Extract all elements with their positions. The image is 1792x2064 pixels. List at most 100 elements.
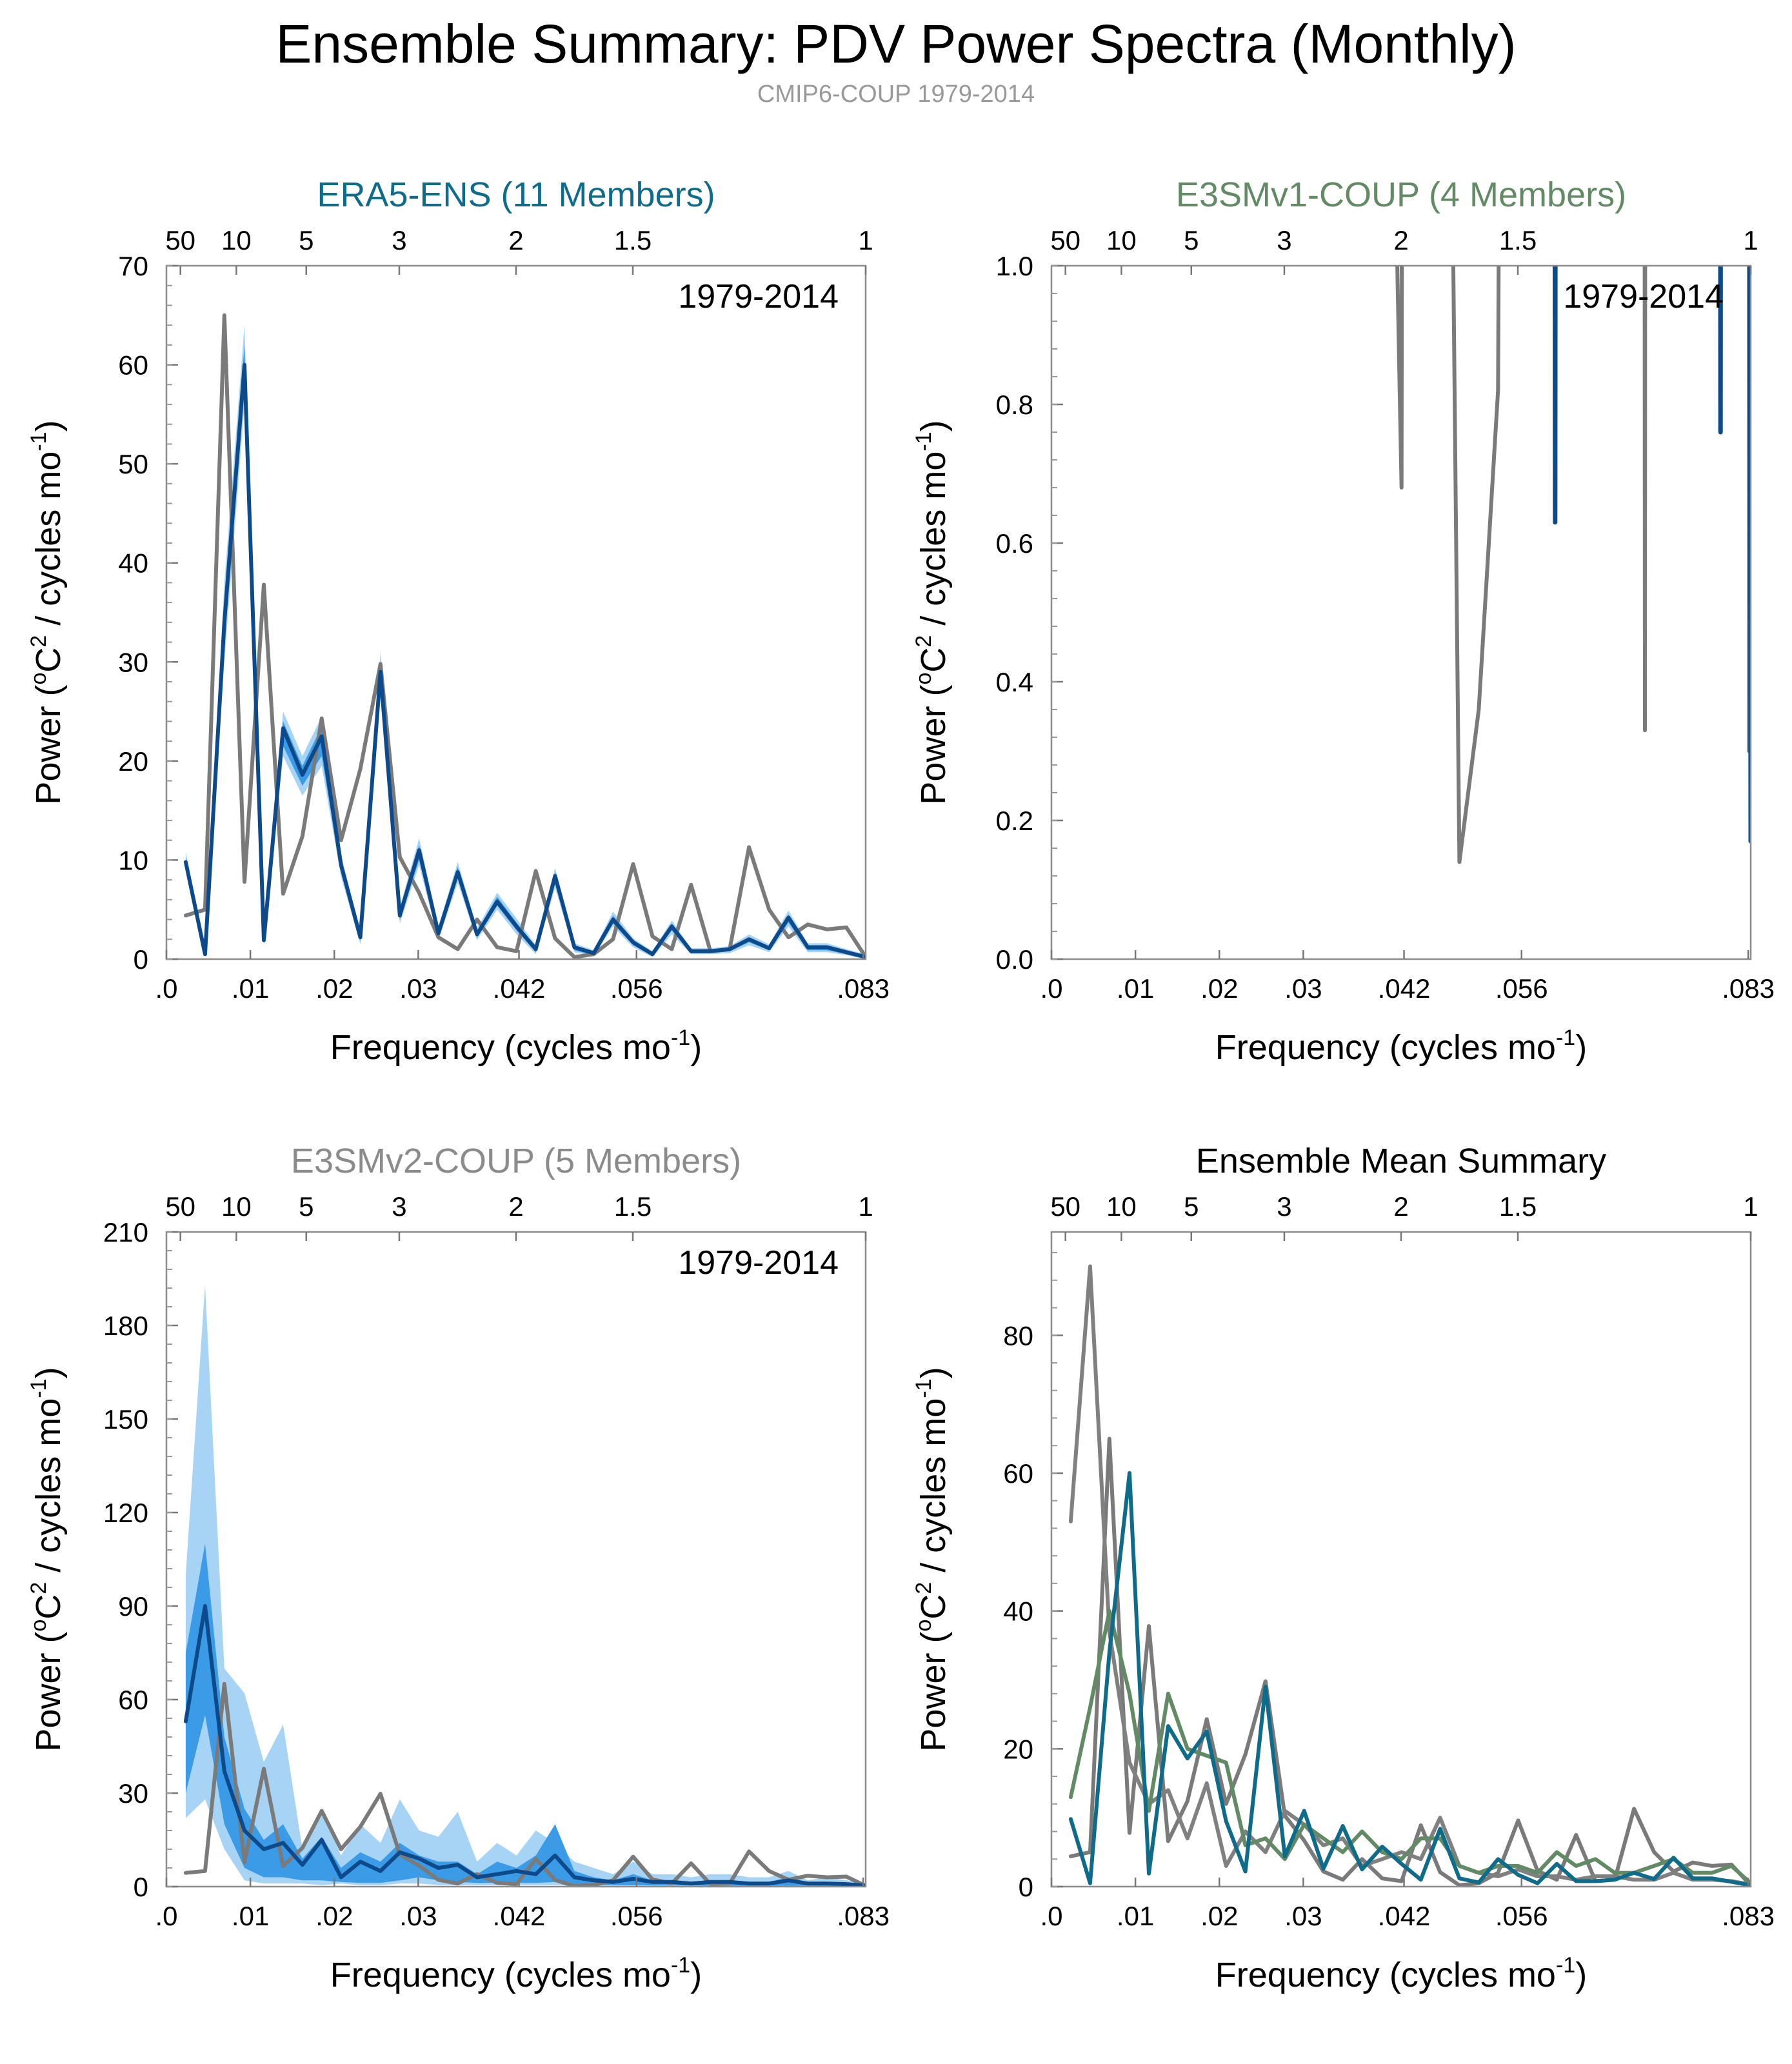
x-tick-label: .083 [837,973,890,1004]
panel-v1: 0.0 0.2 0.4 0.6 0.8 1.0 .0 .01 .02 .03 .042 .056 .08… [911,175,1775,1067]
top-tick-label: 5 [1184,225,1199,255]
x-tick-label: .0 [1040,973,1062,1004]
top-tick-label: 5 [299,1191,314,1222]
top-tick-label: 2 [508,225,523,255]
spread-band-outer [185,325,866,959]
panel-title: E3SMv1-COUP (4 Members) [1176,175,1626,214]
x-tick-label: .042 [493,1901,546,1931]
y-axis-label-part: C [29,1594,68,1620]
series-line-era5-ens [1068,1471,1751,1887]
panels: 010203040506070.0.01.02.03.042.056.08350… [26,175,1775,1994]
top-tick-label: 10 [1106,225,1137,255]
top-tick-label: 5 [299,225,314,255]
y-axis-label: Power (oC2 / cycles mo-1) [911,420,953,804]
y-axis-label-part: C [29,648,68,673]
y-tick-label: 0 [134,1872,148,1902]
y-tick-label: 90 [118,1591,148,1622]
top-tick-label: 2 [508,1191,523,1222]
x-tick-label: .01 [232,973,269,1004]
x-axis-label: Frequency (cycles mo-1) [330,1026,702,1067]
series-line-gray-obs [1068,1436,1751,1887]
y-axis-label-part: Power ( [914,1632,953,1752]
x-axis-label-sup: -1 [671,1953,690,1978]
x-tick-label: .03 [1284,1901,1322,1931]
x-tick-label: .02 [315,1901,353,1931]
y-tick-label: 60 [1003,1458,1033,1489]
panel-mean: 0 20 40 60 80 .0 .01 .02 .03 .042 .056 .083 50 10 5 3 2 1… [911,1142,1775,1994]
top-tick-label: 1 [1743,1191,1758,1222]
y-tick-label: 70 [118,251,148,281]
y-tick-label: 210 [103,1217,148,1247]
x-axis-label-sup: -1 [671,1026,690,1050]
x-tick-label: .0 [155,1901,177,1931]
y-tick-label: 0.4 [996,667,1033,697]
y-axis-label-part: -1 [911,432,936,451]
x-tick-label: .083 [1722,1901,1775,1931]
x-tick-label: .056 [610,1901,663,1931]
x-axis-label-end: ) [1575,1956,1587,1994]
y-tick-label: 10 [118,845,148,875]
top-tick-label: 1 [858,1191,873,1222]
y-axis-label-part: Power ( [29,685,68,805]
y-axis-label-part: o [26,673,51,685]
x-axis-label-end: ) [1575,1028,1587,1067]
plot-area [183,1285,866,1887]
panel-v2: 0306090120150180210.0.01.02.03.042.056.0… [26,1142,890,1994]
y-axis-label-part: / cycles mo [29,1398,68,1582]
top-tick-label: 50 [1050,225,1080,255]
x-axis-label-sup: -1 [1556,1026,1575,1050]
y-axis-label: Power (oC2 / cycles mo-1) [26,1367,68,1751]
top-tick-label: 2 [1393,1191,1408,1222]
y-axis-label-part: ) [29,1367,68,1378]
top-tick-label: 1 [858,225,873,255]
y-axis-label-part: / cycles mo [29,452,68,635]
y-tick-label: 20 [1003,1734,1033,1764]
panel-title: ERA5-ENS (11 Members) [317,175,715,214]
y-axis-label-part: Power ( [29,1632,68,1752]
top-tick-label: 3 [1277,1191,1291,1222]
x-tick-label: .0 [1040,1901,1062,1931]
x-tick-label: .01 [1117,1901,1154,1931]
top-tick-label: 1.5 [1499,225,1537,255]
spread-band-inner [185,1543,866,1887]
y-tick-label: 20 [118,746,148,777]
y-axis-label-part: C [914,1594,953,1620]
y-axis-label-part: / cycles mo [914,452,953,635]
y-tick-label: 180 [103,1311,148,1341]
x-axis-label-end: ) [690,1028,702,1067]
y-tick-label: 0.8 [996,390,1033,420]
x-axis-label: Frequency (cycles mo-1) [1215,1026,1587,1067]
y-axis-label-part: ) [29,420,68,432]
spread-band-outer [185,1285,866,1887]
x-tick-label: .01 [232,1901,269,1931]
top-tick-label: 3 [1277,225,1291,255]
y-tick-label: 60 [118,350,148,381]
y-tick-label: 30 [118,647,148,677]
x-tick-label: .042 [1378,973,1431,1004]
x-tick-label: .0 [155,973,177,1004]
y-tick-label: 0.2 [996,806,1033,836]
y-axis-label-part: 2 [911,1582,936,1594]
y-axis-label-part: -1 [26,1378,51,1398]
plot-area [183,313,866,959]
series-line-gray [1395,266,1751,864]
series-line-obs [1552,266,1751,844]
top-tick-label: 50 [1050,1191,1080,1222]
x-tick-label: .056 [1495,973,1548,1004]
x-tick-label: .083 [1722,973,1775,1004]
y-axis-label: Power (oC2 / cycles mo-1) [26,420,68,804]
x-axis-label: Frequency (cycles mo-1) [330,1953,702,1994]
x-tick-label: .083 [837,1901,890,1931]
y-axis-label-part: ) [914,1367,953,1378]
x-tick-label: .042 [1378,1901,1431,1931]
series-line-obs [183,1604,866,1887]
panel-era5: 0 10 20 30 40 50 60 70 .0 .01 .02 .03 .042 .056 .083 50… [26,175,890,1067]
x-tick-label: .042 [493,973,546,1004]
figure-title: Ensemble Summary: PDV Power Spectra (Mon… [275,14,1516,74]
x-axis-label-sup: -1 [1556,1953,1575,1978]
top-tick-label: 1.5 [614,225,652,255]
top-tick-label: 3 [392,225,406,255]
x-axis-label-end: ) [690,1956,702,1994]
y-axis-label-part: ) [914,420,953,432]
